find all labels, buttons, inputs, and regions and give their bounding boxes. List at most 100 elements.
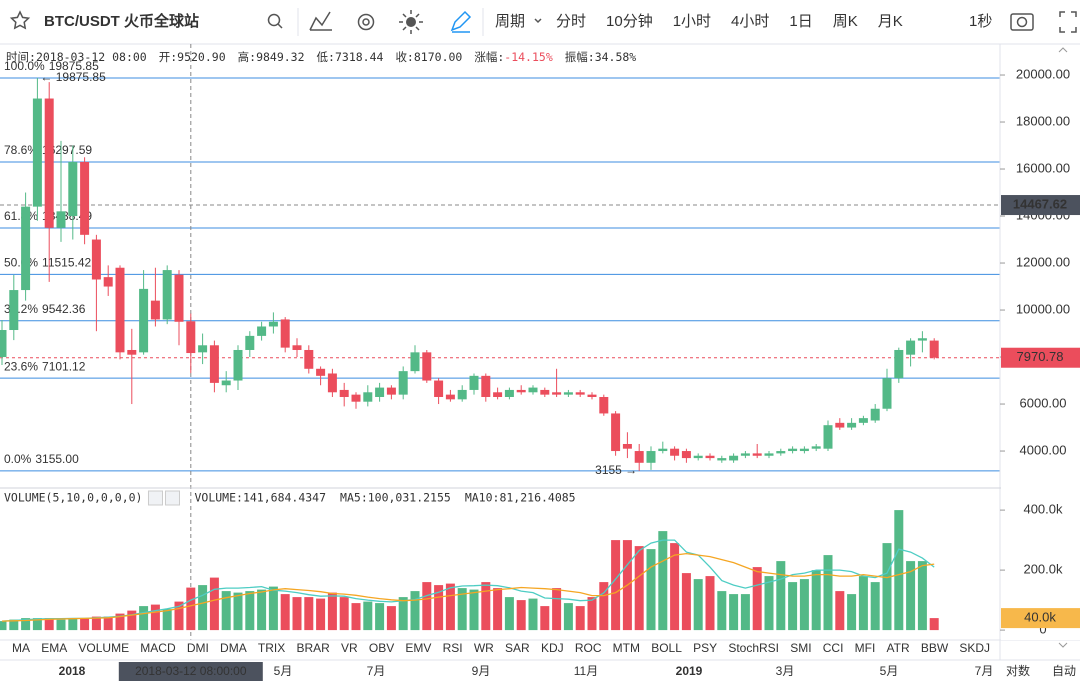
candle-body <box>563 392 573 395</box>
volume-bar <box>174 601 184 631</box>
volume-bar <box>788 582 798 631</box>
time-label: 2019 <box>676 664 703 678</box>
theme-icon[interactable] <box>399 10 423 34</box>
volume-bar <box>504 597 514 631</box>
volume-bar <box>906 561 916 631</box>
indicator-tab[interactable]: MACD <box>140 641 176 655</box>
volume-bar <box>493 588 503 631</box>
indicator-tab[interactable]: KDJ <box>541 641 564 655</box>
candle-body <box>882 378 892 409</box>
indicator-tab[interactable]: BRAR <box>296 641 330 655</box>
candle-body <box>257 326 267 336</box>
indicator-tab[interactable]: MFI <box>855 641 876 655</box>
volume-bar <box>268 586 278 631</box>
indicator-tab[interactable]: VOLUME <box>78 641 129 655</box>
refresh-rate[interactable]: 1秒 <box>969 13 992 30</box>
legend-button[interactable] <box>164 490 180 506</box>
indicator-tab[interactable]: SMI <box>790 641 811 655</box>
volume-bar <box>410 591 420 631</box>
info-item: 时间:2018-03-12 08:00 <box>6 50 147 64</box>
volume-bar <box>115 613 125 631</box>
indicator-tab[interactable]: WR <box>474 641 494 655</box>
volume-bar <box>882 543 892 631</box>
scale-option[interactable]: 对数 <box>1006 663 1030 678</box>
indicator-tab[interactable]: SKDJ <box>959 641 990 655</box>
search-icon[interactable] <box>267 13 283 29</box>
favorite-icon[interactable] <box>9 10 31 30</box>
period-menu[interactable]: 周期 <box>495 13 525 30</box>
symbol-title[interactable]: BTC/USDT 火币全球站 <box>44 12 199 30</box>
settings-icon[interactable] <box>357 13 375 31</box>
volume-bar <box>221 591 231 631</box>
indicator-tab[interactable]: DMA <box>220 641 247 655</box>
fib-price: 7101.12 <box>42 359 86 373</box>
indicator-tab[interactable]: VR <box>341 641 358 655</box>
volume-bar <box>445 583 455 631</box>
low-marker: 3155 → <box>595 463 637 477</box>
candle-body <box>292 345 302 350</box>
volume-bar <box>339 597 349 631</box>
volume-bar <box>693 579 703 631</box>
volume-title: VOLUME(5,10,0,0,0,0) <box>4 491 142 505</box>
volume-bar <box>481 582 491 631</box>
indicator-tab[interactable]: RSI <box>443 641 463 655</box>
scale-option[interactable]: 自动 <box>1052 664 1076 678</box>
indicator-tab[interactable]: SAR <box>505 641 530 655</box>
period-option[interactable]: 1小时 <box>673 13 711 30</box>
indicator-icon[interactable] <box>309 11 332 31</box>
period-option[interactable]: 10分钟 <box>606 13 653 30</box>
fib-ratio: 23.6% <box>4 359 38 373</box>
candle-body <box>386 387 396 395</box>
candle-body <box>221 380 231 386</box>
period-option[interactable]: 1日 <box>789 13 812 30</box>
candle-body <box>658 448 668 452</box>
period-option[interactable]: 4小时 <box>731 13 769 30</box>
y-tick-label: 4000.00 <box>1020 442 1067 457</box>
info-label: 收: <box>395 50 413 64</box>
screenshot-icon[interactable] <box>1010 13 1034 31</box>
indicator-tab[interactable]: CCI <box>823 641 844 655</box>
period-option[interactable]: 周K <box>833 13 858 30</box>
candle-body <box>587 394 597 397</box>
volume-bar <box>776 561 786 631</box>
candle-body <box>858 418 868 423</box>
fullscreen-icon[interactable] <box>1059 11 1077 33</box>
indicator-tab[interactable]: PSY <box>693 641 717 655</box>
candle-body <box>327 373 337 393</box>
candle-body <box>198 345 208 353</box>
indicator-tab[interactable]: EMV <box>405 641 431 655</box>
indicator-tab[interactable]: BBW <box>921 641 949 655</box>
indicator-tab[interactable]: ROC <box>575 641 602 655</box>
fib-ratio: 100.0% <box>4 59 45 73</box>
dropdown-arrow[interactable] <box>534 18 542 24</box>
indicator-tab[interactable]: EMA <box>41 641 67 655</box>
candle-body <box>0 330 7 358</box>
indicator-tab[interactable]: MA <box>12 641 30 655</box>
info-value: 9849.32 <box>256 50 304 64</box>
draw-icon[interactable] <box>450 10 472 33</box>
last-volume-label: 40.0k <box>1024 610 1056 625</box>
candle-body <box>776 451 786 454</box>
candle-body <box>870 408 880 421</box>
candle-body <box>186 321 196 354</box>
time-label: 3月 <box>776 664 795 678</box>
volume-bar <box>150 604 160 631</box>
cursor-time-label: 2018-03-12 08:00:00 <box>135 664 247 678</box>
candle-body <box>115 267 125 353</box>
indicator-tab[interactable]: ATR <box>887 641 910 655</box>
candle-body <box>717 458 727 461</box>
indicator-tab[interactable]: DMI <box>187 641 209 655</box>
volume-bar <box>835 591 845 631</box>
candle-body <box>894 349 904 379</box>
y-tick-label: 200.0k <box>1023 562 1063 577</box>
indicator-tab[interactable]: BOLL <box>651 641 682 655</box>
legend-button[interactable] <box>147 490 163 506</box>
indicator-tab[interactable]: MTM <box>613 641 640 655</box>
period-option[interactable]: 月K <box>878 13 903 30</box>
indicator-tab[interactable]: TRIX <box>258 641 285 655</box>
candle-body <box>575 392 585 395</box>
volume-bar <box>717 591 727 631</box>
indicator-tab[interactable]: OBV <box>369 641 394 655</box>
period-option[interactable]: 分时 <box>556 13 586 30</box>
indicator-tab[interactable]: StochRSI <box>728 641 779 655</box>
